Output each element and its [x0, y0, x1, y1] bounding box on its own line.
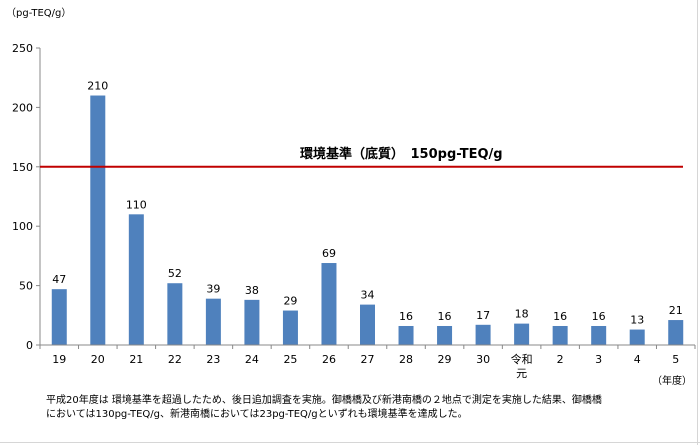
data-label: 39 — [206, 283, 220, 296]
footnote-line-2: においては130pg-TEQ/g、新港南橋においては23pg-TEQ/gといずれ… — [46, 409, 468, 420]
data-labels: 47 210 110 52 39 38 29 69 34 16 16 17 18 16 16 13 21 — [52, 80, 682, 327]
x-tick-label: 27 — [361, 353, 375, 366]
x-tick-label: 4 — [634, 353, 641, 366]
data-label: 110 — [126, 198, 147, 211]
bar — [282, 310, 298, 345]
x-tick-label: 28 — [399, 353, 413, 366]
footnote: 平成20年度は 環境基準を超過したため、後日追加調査を実施。御橋橋及び新港南橋の… — [46, 394, 686, 422]
x-axis-unit-label: （年度） — [652, 376, 692, 387]
data-label: 16 — [438, 310, 452, 323]
bar — [244, 299, 260, 345]
bar — [398, 325, 414, 345]
bar — [629, 329, 645, 345]
bar — [128, 214, 144, 345]
x-tick-label: 19 — [52, 353, 66, 366]
x-tick-label: 29 — [438, 353, 452, 366]
y-tick-label: 250 — [12, 42, 33, 55]
x-tick-label: 22 — [168, 353, 182, 366]
bar — [321, 263, 337, 345]
y-tick-label: 0 — [26, 339, 33, 352]
bottom-divider — [0, 442, 700, 443]
data-label: 13 — [630, 314, 644, 327]
bar — [591, 325, 607, 345]
x-tick-label: 30 — [476, 353, 490, 366]
y-axis: 0 50 100 150 200 250 — [12, 42, 41, 352]
bar — [167, 283, 183, 345]
y-tick-label: 200 — [12, 101, 33, 114]
bar — [90, 95, 106, 346]
data-label: 16 — [592, 310, 606, 323]
x-tick-label: 令和元 — [511, 352, 533, 380]
reference-line-label: 環境基準（底質） 150pg-TEQ/g — [300, 146, 503, 162]
footnote-line-1: 平成20年度は 環境基準を超過したため、後日追加調査を実施。御橋橋及び新港南橋の… — [46, 395, 602, 406]
y-tick-label: 50 — [19, 280, 33, 293]
data-label: 34 — [361, 289, 375, 302]
bar — [360, 304, 375, 345]
data-label: 16 — [553, 310, 567, 323]
data-label: 69 — [322, 247, 336, 260]
x-tick-label: 2 — [557, 353, 564, 366]
x-tick-label: 21 — [129, 353, 143, 366]
y-tick-label: 100 — [12, 220, 33, 233]
data-label: 29 — [283, 295, 297, 308]
data-label: 21 — [669, 304, 683, 317]
y-axis-unit-label: （pg-TEQ/g） — [6, 8, 72, 19]
bar — [668, 320, 684, 345]
right-divider — [697, 0, 698, 445]
x-tick-label: 5 — [672, 353, 679, 366]
x-tick-label: 23 — [206, 353, 220, 366]
x-tick-label: 3 — [595, 353, 602, 366]
data-label: 38 — [245, 284, 259, 297]
data-label: 16 — [399, 310, 413, 323]
data-label: 17 — [476, 309, 490, 322]
data-label: 18 — [515, 308, 529, 321]
data-label: 52 — [168, 267, 182, 280]
bar — [437, 325, 453, 345]
bar — [475, 324, 491, 345]
bar-series — [51, 95, 684, 346]
y-tick-label: 150 — [12, 161, 33, 174]
x-tick-label: 26 — [322, 353, 336, 366]
bar — [51, 289, 67, 345]
x-tick-label: 24 — [245, 353, 259, 366]
bar — [205, 298, 221, 345]
x-tick-label: 25 — [283, 353, 297, 366]
bar — [552, 325, 568, 345]
data-label: 47 — [52, 273, 66, 286]
bar — [514, 323, 530, 345]
data-label: 210 — [87, 80, 108, 93]
x-tick-label: 20 — [91, 353, 105, 366]
